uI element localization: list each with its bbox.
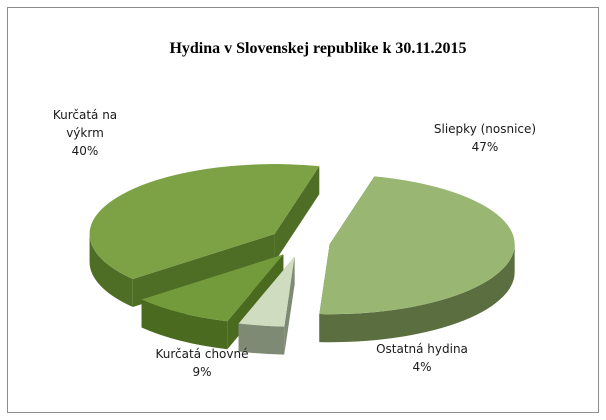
slice-label-name: výkrm — [66, 126, 104, 140]
pie-slice-ostatna-hydina — [238, 256, 295, 355]
pie-slice-side-wall — [132, 234, 275, 308]
chart-title: Hydina v Slovenskej republike k 30.11.20… — [169, 40, 466, 57]
slice-label-value: 40% — [72, 144, 99, 158]
pie-slice-side-wall — [274, 166, 320, 263]
pie-slice-top — [319, 176, 515, 315]
pie-slice-kurcata-na-vykrm — [89, 164, 320, 308]
slice-label-value: 4% — [412, 360, 431, 374]
slice-label: Kurčatá na výkrm 40% — [53, 108, 117, 158]
chart-frame — [7, 7, 599, 413]
pie-slice-outer-wall — [141, 299, 228, 350]
pie-slice-outer-wall — [238, 323, 285, 355]
pie-slice-outer-wall — [319, 244, 515, 343]
slice-label-name: Kurčatá chovné — [155, 347, 248, 361]
slice-label-name: Kurčatá na — [53, 108, 117, 122]
pie-slice-outer-wall — [89, 234, 133, 308]
slice-label: Ostatná hydina 4% — [376, 342, 468, 374]
slice-label: Sliepky (nosnice) 47% — [434, 122, 536, 154]
slice-label-name: Sliepky (nosnice) — [434, 122, 536, 136]
slice-label-value: 47% — [472, 140, 499, 154]
pie-slice-kurcata-chovne — [141, 254, 284, 350]
slice-label-name: Ostatná hydina — [376, 342, 468, 356]
pie-slice-sliepky-nosnice — [319, 176, 515, 343]
pie-slice-top — [89, 164, 320, 280]
slice-label-value: 9% — [192, 365, 211, 379]
pie-slice-top — [141, 254, 284, 322]
slice-label: Kurčatá chovné 9% — [155, 347, 248, 379]
pie-slice-top — [238, 256, 295, 327]
